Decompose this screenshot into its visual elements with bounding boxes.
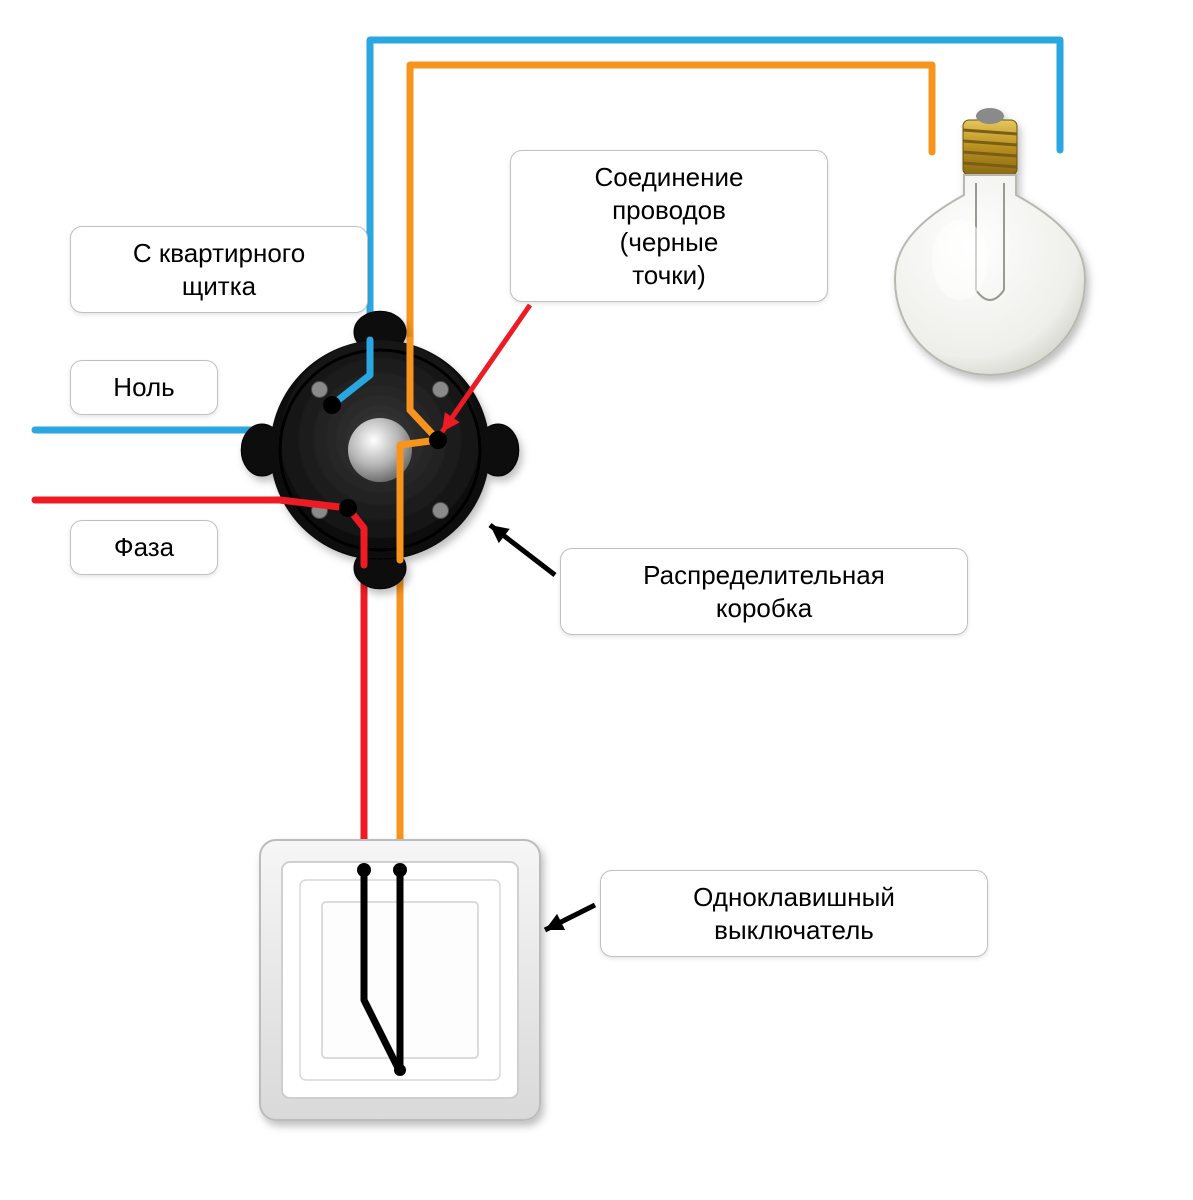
label-text: Соединениепроводов(черныеточки) (595, 162, 744, 290)
label-phase: Фаза (70, 520, 218, 575)
label-single-key-switch: Одноклавишныйвыключатель (600, 870, 988, 957)
label-text: Ноль (113, 372, 174, 402)
label-neutral: Ноль (70, 360, 218, 415)
label-from-apartment-panel: С квартирногощитка (70, 226, 368, 313)
label-text: Фаза (114, 532, 174, 562)
label-text: С квартирногощитка (133, 238, 305, 301)
junction-box (241, 311, 519, 589)
label-text: Одноклавишныйвыключатель (693, 882, 895, 945)
conn-points-arrow (442, 305, 530, 432)
label-junction-box: Распределительнаякоробка (560, 548, 968, 635)
label-text: Распределительнаякоробка (643, 560, 885, 623)
label-connection-points: Соединениепроводов(черныеточки) (510, 150, 828, 302)
